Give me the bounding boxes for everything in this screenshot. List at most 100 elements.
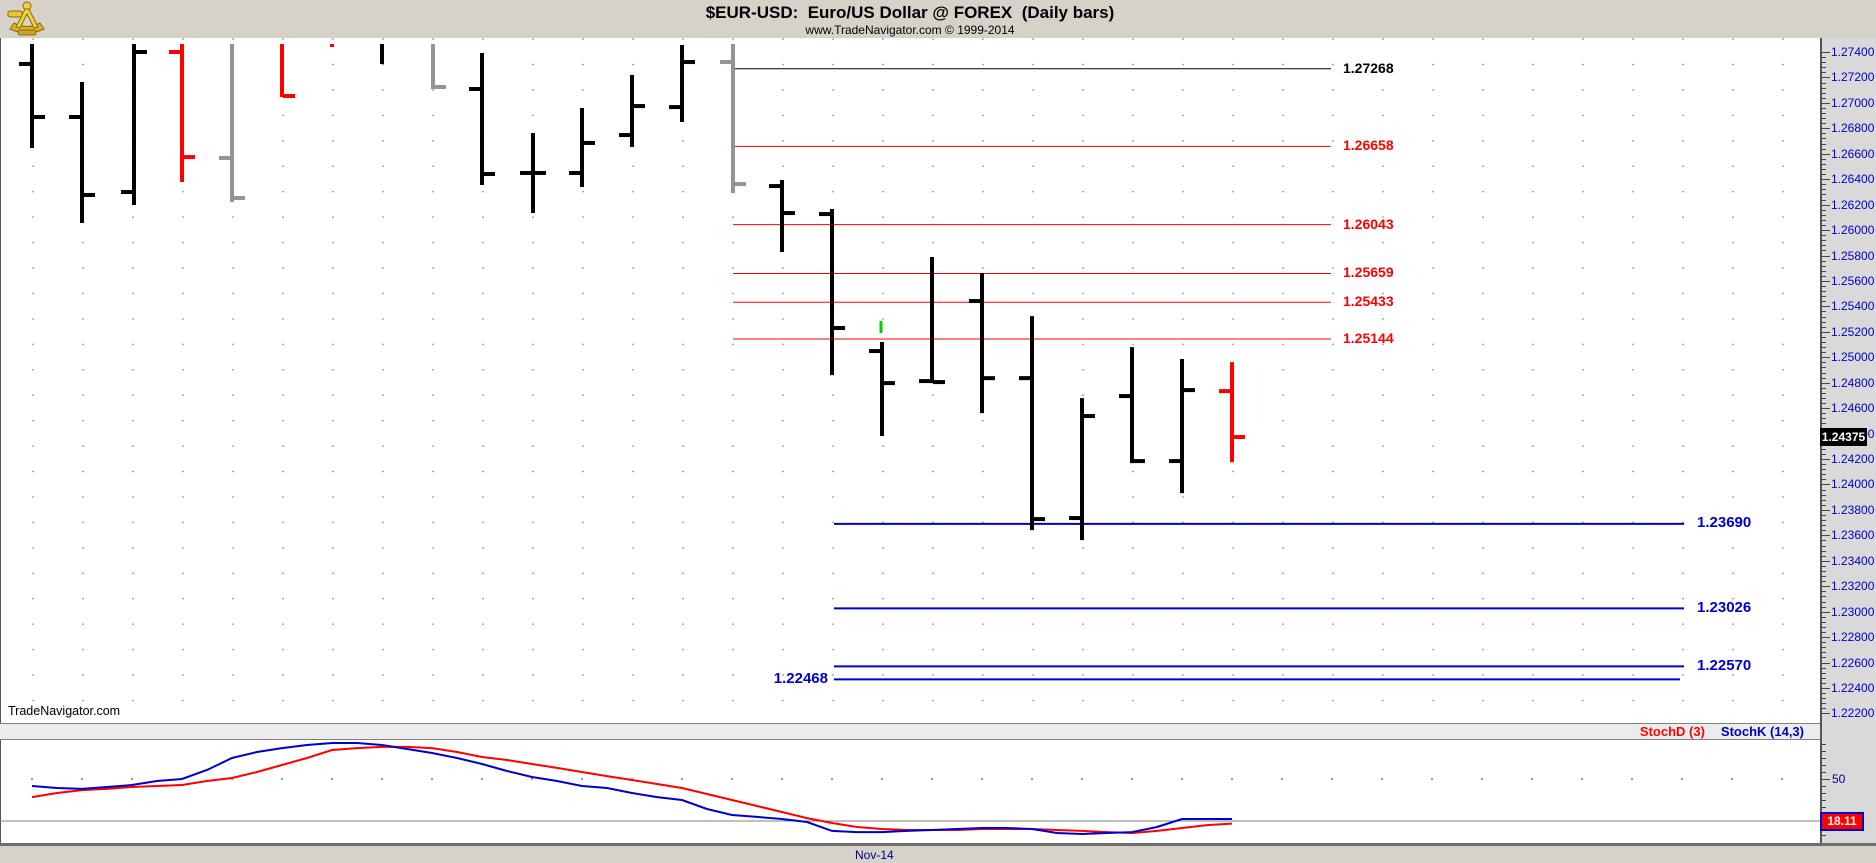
indicator-header-band: StochD (3) StochK (14,3) (0, 723, 1820, 740)
price-axis-label: 1.27400 (1831, 45, 1875, 59)
axis-tick (1822, 250, 1826, 252)
axis-tick (1822, 72, 1826, 74)
axis-tick (1822, 688, 1830, 689)
axis-tick (1822, 352, 1826, 354)
axis-tick (1822, 57, 1826, 59)
ohlc-bar (720, 43, 746, 194)
price-axis-label: 1.22200 (1831, 706, 1875, 721)
axis-tick (1822, 474, 1826, 476)
axis-tick (1822, 494, 1826, 496)
axis-tick (1822, 397, 1826, 399)
ohlc-bar (919, 257, 945, 385)
axis-tick (1822, 779, 1830, 780)
date-axis[interactable] (0, 846, 1876, 863)
axis-tick (1822, 316, 1826, 318)
price-axis-label: 1.22800 (1831, 630, 1875, 645)
ohlc-bar (1219, 362, 1245, 463)
axis-tick (1822, 97, 1826, 99)
price-axis-label: 1.25000 (1831, 350, 1875, 365)
stoch-last-value-box: 18.11 (1820, 812, 1864, 831)
stochk-line (31, 742, 1232, 836)
level-price-label[interactable]: 1.25659 (1343, 264, 1394, 281)
axis-tick (1822, 403, 1826, 405)
axis-tick (1822, 52, 1830, 53)
level-price-label[interactable]: 1.26658 (1343, 137, 1394, 154)
axis-tick (1822, 657, 1826, 659)
axis-tick (1822, 606, 1826, 608)
axis-tick (1822, 565, 1826, 567)
stochk-legend-label[interactable]: StochK (14,3) (1720, 724, 1804, 739)
level-price-label[interactable]: 1.22468 (773, 669, 828, 687)
level-price-label[interactable]: 1.27268 (1343, 59, 1394, 76)
axis-tick (1822, 306, 1830, 308)
level-price-label[interactable]: 1.25433 (1343, 293, 1394, 310)
ohlc-bar (19, 43, 45, 149)
level-price-label[interactable]: 1.22570 (1697, 656, 1752, 674)
axis-tick (1822, 835, 1826, 836)
axis-tick (1822, 647, 1826, 649)
axis-tick (1822, 786, 1826, 787)
axis-tick (1822, 448, 1826, 450)
ohlc-bar (169, 43, 195, 182)
level-price-label[interactable]: 1.25144 (1343, 329, 1394, 346)
level-price-label[interactable]: 1.23026 (1697, 598, 1752, 616)
axis-tick (1822, 311, 1826, 313)
price-axis-label: 1.23400 (1831, 553, 1875, 568)
axis-tick (1822, 484, 1830, 486)
stoch-axis-label-50: 50 (1832, 772, 1846, 786)
axis-tick (1822, 189, 1826, 191)
axis-tick (1822, 245, 1826, 247)
axis-tick (1822, 235, 1826, 237)
axis-tick (1822, 62, 1826, 64)
stochastic-panel[interactable] (0, 740, 1820, 843)
axis-tick (1822, 530, 1826, 532)
price-axis-label: 1.26000 (1831, 223, 1875, 238)
price-axis-label: 1.24800 (1831, 375, 1875, 390)
axis-tick (1822, 280, 1830, 282)
ohlc-bar (431, 43, 446, 90)
price-axis-label: 1.25800 (1831, 248, 1875, 263)
level-price-label[interactable]: 1.23690 (1697, 514, 1752, 532)
axis-tick (1822, 77, 1830, 79)
axis-tick (1822, 751, 1826, 752)
ohlc-bar (569, 107, 595, 187)
axis-tick (1822, 793, 1826, 794)
price-axis-label: 1.22400 (1831, 681, 1875, 695)
axis-tick (1822, 184, 1826, 186)
axis-tick (1822, 102, 1830, 104)
axis-tick (1822, 499, 1826, 501)
axis-tick (1822, 459, 1830, 461)
axis-tick (1822, 570, 1826, 572)
tradenavigator-logo-icon (7, 1, 45, 36)
ohlc-bar (1119, 347, 1145, 464)
axis-tick (1822, 204, 1830, 206)
axis-tick (1822, 82, 1826, 84)
axis-tick (1822, 703, 1826, 705)
price-axis-label: 1.26400 (1831, 172, 1875, 187)
axis-tick (1822, 153, 1830, 155)
axis-tick (1822, 637, 1830, 639)
price-axis-label: 1.24200 (1831, 452, 1875, 467)
price-axis-label: 1.26600 (1831, 146, 1875, 161)
axis-tick (1822, 586, 1830, 588)
price-axis-label: 1.23800 (1831, 502, 1875, 517)
axis-tick (1822, 515, 1826, 516)
axis-tick (1822, 194, 1826, 196)
ohlc-bar (121, 43, 147, 206)
stochd-legend-label[interactable]: StochD (3) (1639, 724, 1705, 739)
axis-tick (1822, 67, 1826, 69)
axis-tick (1822, 413, 1826, 415)
level-price-label[interactable]: 1.26043 (1343, 215, 1394, 232)
axis-tick (1822, 682, 1826, 684)
axis-tick (1822, 423, 1826, 425)
ohlc-bar (1019, 316, 1045, 531)
axis-tick (1822, 92, 1826, 94)
ohlc-bar (1069, 398, 1095, 541)
axis-tick (1822, 489, 1826, 491)
axis-tick (1822, 158, 1826, 160)
axis-tick (1822, 800, 1826, 801)
axis-tick (1822, 408, 1830, 410)
ohlc-bar (219, 43, 245, 202)
axis-tick (1822, 179, 1830, 181)
